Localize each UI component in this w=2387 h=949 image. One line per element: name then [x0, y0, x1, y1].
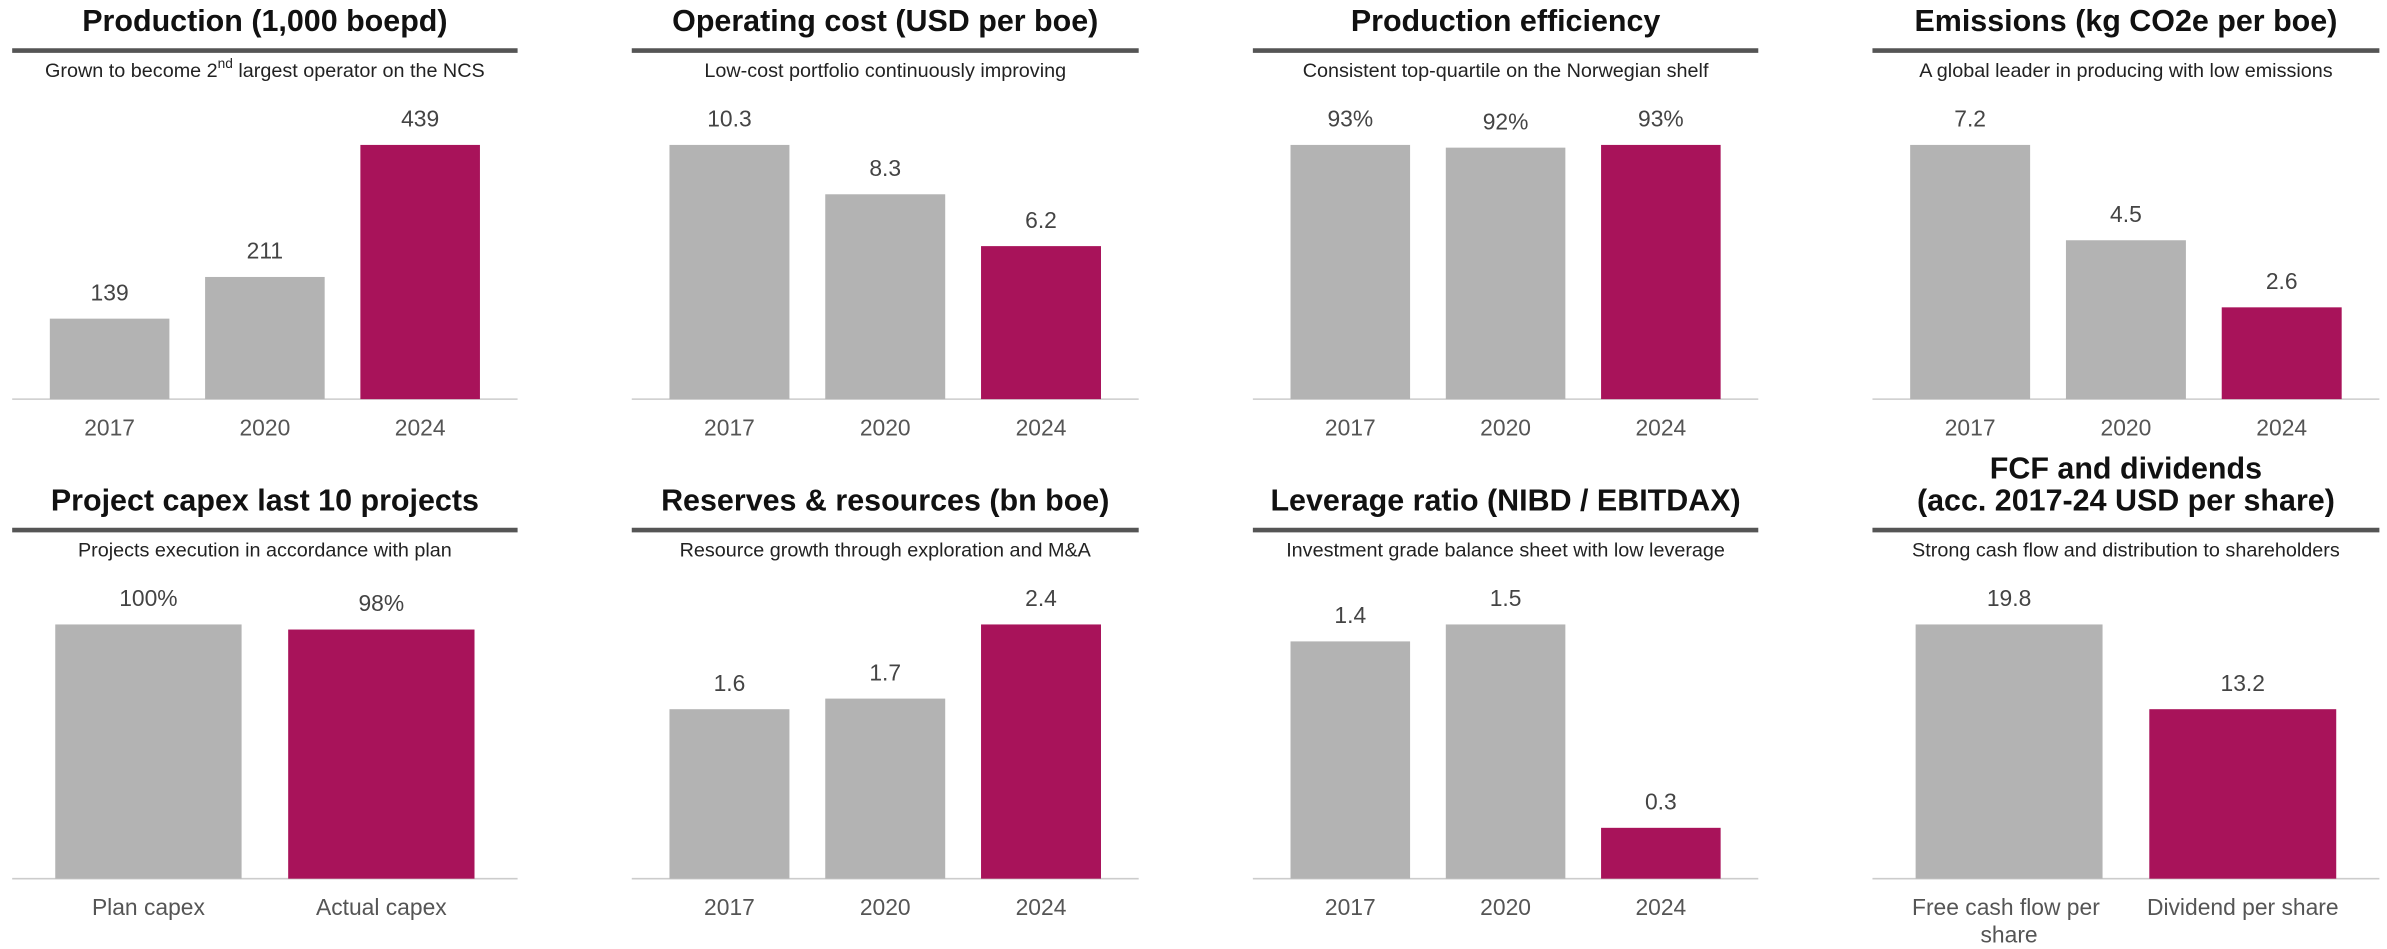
bar	[2149, 709, 2337, 879]
x-tick-label: 2020	[1480, 415, 1531, 441]
chart-subtitle: A global leader in producing with low em…	[1919, 60, 2333, 82]
value-label: 1.6	[714, 670, 746, 696]
subtitle-text: Investment grade balance sheet with low …	[1286, 540, 1725, 562]
x-tick-label: 2020	[1480, 894, 1531, 920]
x-tick-label: Dividend per share	[2147, 894, 2339, 920]
bar	[825, 698, 946, 879]
x-tick-label: 2017	[1945, 415, 1996, 441]
chart-title: FCF and dividends	[1990, 452, 2262, 486]
value-label: 93%	[1327, 106, 1373, 132]
bar	[1910, 144, 2031, 400]
value-label: 93%	[1638, 106, 1684, 132]
subtitle-text: Low-cost portfolio continuously improvin…	[704, 60, 1066, 82]
x-tick-label: 2017	[1325, 894, 1376, 920]
chart-subtitle: Resource growth through exploration and …	[680, 540, 1092, 562]
value-label: 6.2	[1025, 207, 1057, 233]
bar	[1601, 144, 1721, 400]
bar	[825, 194, 946, 400]
x-tick-label: 2020	[860, 894, 911, 920]
bar	[1445, 624, 1566, 879]
subtitle-text: A global leader in producing with low em…	[1919, 60, 2333, 82]
value-label: 7.2	[1954, 106, 1986, 132]
x-tick-label: 2024	[1016, 415, 1067, 441]
bar	[1915, 624, 2103, 879]
value-label: 0.3	[1645, 789, 1677, 815]
subtitle-text: Resource growth through exploration and …	[680, 540, 1092, 562]
x-tick-label: 2024	[1635, 415, 1686, 441]
chart-title: Project capex last 10 projects	[51, 484, 479, 518]
value-label: 98%	[358, 590, 404, 616]
bar	[55, 624, 242, 879]
x-tick-label: 2017	[84, 415, 135, 441]
bar	[1601, 827, 1721, 879]
chart-subtitle: Investment grade balance sheet with low …	[1286, 540, 1725, 562]
value-label: 1.4	[1334, 602, 1366, 628]
value-label: 439	[401, 106, 439, 132]
bar	[1290, 144, 1411, 400]
bar	[1445, 147, 1566, 400]
x-tick-label: 2024	[1635, 894, 1686, 920]
bar	[1290, 641, 1411, 879]
bar	[205, 276, 325, 400]
chart-subtitle: Low-cost portfolio continuously improvin…	[704, 60, 1066, 82]
chart-subtitle: Projects execution in accordance with pl…	[78, 540, 452, 562]
subtitle-text: Grown to become 2	[45, 60, 218, 82]
subtitle-text: Consistent top-quartile on the Norwegian…	[1303, 60, 1709, 82]
bar	[981, 246, 1101, 400]
x-tick-label: 2024	[2256, 415, 2307, 441]
x-tick-label: 2017	[704, 415, 755, 441]
value-label: 13.2	[2221, 670, 2265, 696]
chart-title: Production (1,000 boepd)	[82, 4, 447, 38]
x-tick-label: Free cash flow per share	[1912, 894, 2106, 947]
value-label: 211	[247, 238, 283, 264]
x-tick-label: 2017	[704, 894, 755, 920]
subtitle-text: Strong cash flow and distribution to sha…	[1912, 540, 2340, 562]
x-tick-label: 2020	[2101, 415, 2152, 441]
x-tick-label: 2020	[239, 415, 290, 441]
bar	[49, 318, 170, 400]
chart-title: Operating cost (USD per boe)	[672, 4, 1098, 38]
bar	[2221, 307, 2342, 400]
subtitle-sup: nd	[218, 56, 233, 71]
bar	[360, 144, 480, 400]
x-tick-label: 2017	[1325, 415, 1376, 441]
chart-subtitle: Grown to become 2nd largest operator on …	[45, 56, 485, 82]
value-label: 100%	[119, 585, 177, 611]
value-label: 19.8	[1987, 585, 2031, 611]
value-label: 10.3	[707, 106, 751, 132]
bar	[669, 144, 790, 400]
value-label: 1.5	[1490, 585, 1522, 611]
chart-title: Emissions (kg CO2e per boe)	[1914, 4, 2337, 38]
x-tick-label: Plan capex	[92, 894, 206, 920]
value-label: 4.5	[2110, 201, 2142, 227]
value-label: 1.7	[869, 659, 901, 685]
chart-title: Production efficiency	[1351, 4, 1661, 38]
bar	[2065, 240, 2186, 400]
value-label: 2.6	[2266, 268, 2298, 294]
chart-title: Reserves & resources (bn boe)	[661, 484, 1109, 518]
value-label: 92%	[1483, 108, 1529, 134]
chart-subtitle: Consistent top-quartile on the Norwegian…	[1303, 60, 1709, 82]
x-tick-label: 2020	[860, 415, 911, 441]
x-tick-label: Actual capex	[316, 894, 447, 920]
subtitle-text: largest operator on the NCS	[233, 60, 485, 82]
x-tick-label: 2024	[395, 415, 446, 441]
value-label: 8.3	[869, 155, 901, 181]
chart-subtitle: Strong cash flow and distribution to sha…	[1912, 540, 2340, 562]
x-tick-label: 2024	[1016, 894, 1067, 920]
subtitle-text: Projects execution in accordance with pl…	[78, 540, 452, 562]
bar	[669, 709, 790, 879]
chart-title: Leverage ratio (NIBD / EBITDAX)	[1270, 484, 1740, 518]
bar	[288, 629, 475, 879]
chart-title: (acc. 2017-24 USD per share)	[1917, 484, 2335, 518]
value-label: 139	[91, 279, 129, 305]
value-label: 2.4	[1025, 585, 1057, 611]
bar	[981, 624, 1101, 879]
